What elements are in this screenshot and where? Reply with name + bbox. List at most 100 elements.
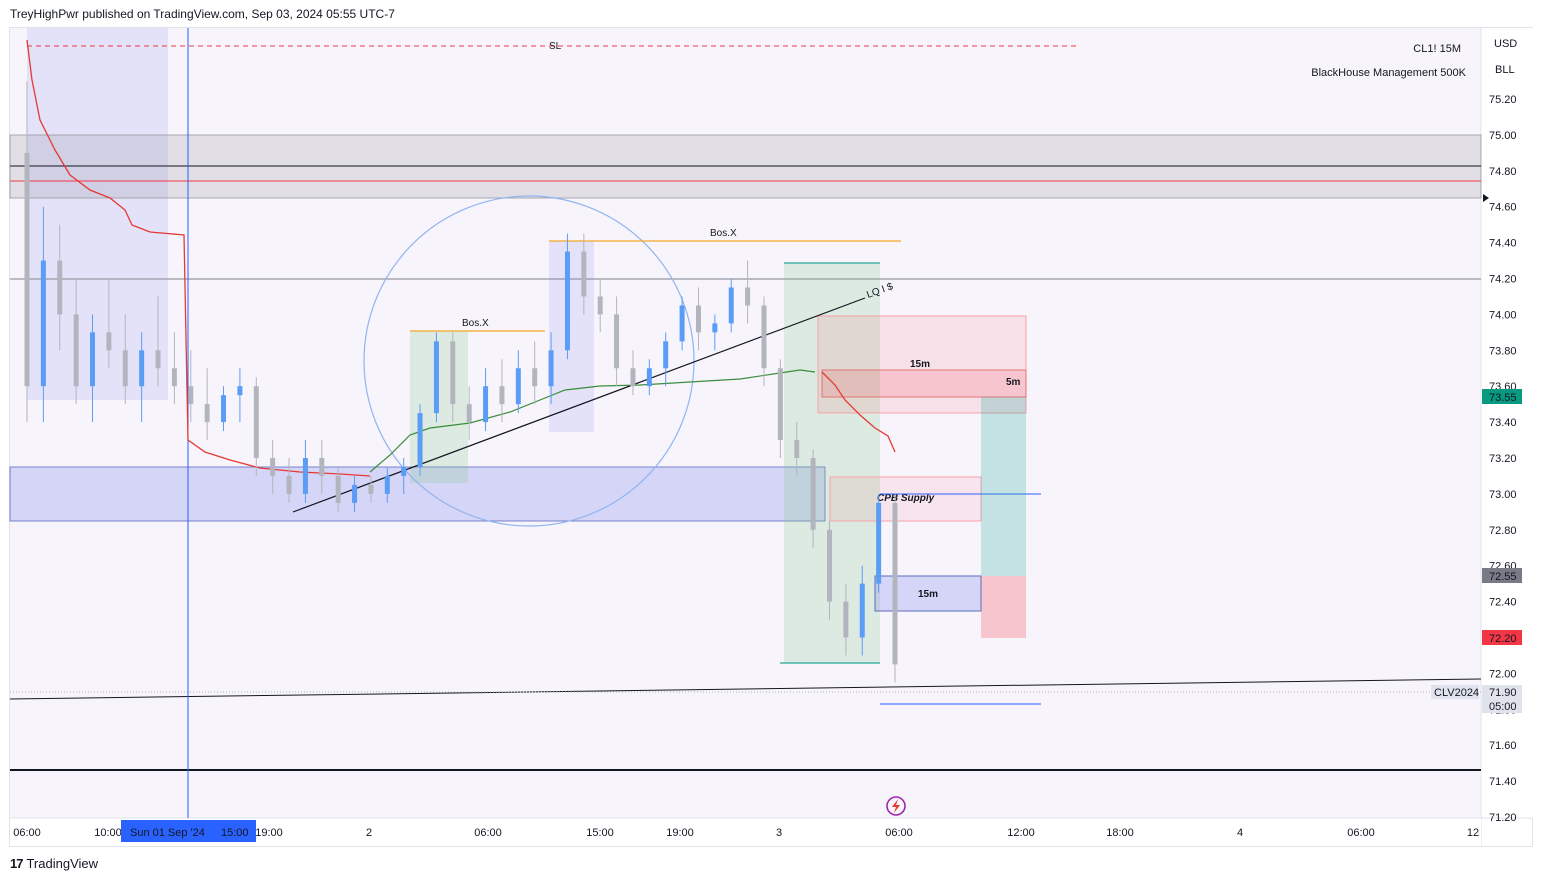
candle [433, 332, 439, 423]
candle [499, 359, 505, 423]
time-tick-label: 4 [1237, 827, 1243, 839]
time-tick-label: 19:00 [666, 827, 694, 839]
ma-green-line [369, 369, 816, 473]
price-badge-current: 73.55 [1482, 389, 1522, 404]
candle [826, 520, 832, 620]
price-badge-gray: 72.55 [1482, 568, 1522, 583]
candle [417, 404, 423, 476]
currency-label[interactable]: USD [1494, 38, 1517, 50]
candle [40, 206, 46, 423]
price-badge-last-text: 71.90 [1489, 687, 1517, 699]
candle [286, 458, 292, 503]
price-badge-last: CLV2024 71.90 05:00 [1431, 685, 1522, 713]
candle [581, 233, 587, 315]
price-tick-label: 72.00 [1489, 668, 1517, 680]
contract-label: CLV2024 [1434, 687, 1479, 699]
time-tick-label: 06:00 [13, 827, 41, 839]
price-tick-label: 74.80 [1489, 166, 1517, 178]
price-badge-red-text: 72.20 [1489, 633, 1517, 645]
candle [564, 233, 570, 360]
candle [597, 278, 603, 333]
price-tick-label: 74.60 [1489, 202, 1517, 214]
candle [270, 440, 276, 494]
price-badge-gray-text: 72.55 [1489, 571, 1517, 583]
candle [876, 493, 882, 593]
candle [302, 440, 308, 503]
price-tick-label: 72.80 [1489, 525, 1517, 537]
lightning-icon[interactable] [886, 796, 906, 816]
candle [73, 278, 79, 405]
candle [319, 440, 325, 494]
footer-brand: TradingView [26, 856, 99, 871]
candle [24, 81, 30, 423]
candle [204, 368, 210, 441]
left-session-shade [27, 28, 168, 400]
price-tick-label: 73.20 [1489, 453, 1517, 465]
candle [777, 359, 783, 458]
candle [90, 314, 96, 423]
blue-demand-zone [9, 466, 826, 522]
candle [728, 278, 734, 333]
candle [466, 386, 472, 441]
footer[interactable]: 17 TradingView [10, 856, 98, 871]
price-badge-time-text: 05:00 [1489, 701, 1517, 713]
candle [892, 493, 898, 683]
rising-trendline [9, 678, 1482, 700]
candle [695, 287, 701, 351]
candle [237, 368, 243, 423]
price-badge-red: 72.20 [1482, 630, 1522, 645]
candle [761, 296, 767, 387]
candle [188, 350, 194, 423]
candle [646, 359, 652, 396]
demand-zone-15m-label: 15m [918, 589, 938, 600]
candle [614, 296, 620, 387]
candle [106, 278, 112, 369]
candle [253, 377, 259, 476]
crosshair-time-text: 15:00 [221, 827, 249, 839]
price-tick-label: 73.40 [1489, 417, 1517, 429]
unit-label[interactable]: BLL [1495, 64, 1515, 76]
time-tick-label: 2 [366, 827, 372, 839]
candle [712, 314, 718, 351]
price-tick-label: 74.40 [1489, 238, 1517, 250]
price-tick-label: 75.00 [1489, 130, 1517, 142]
candle [368, 475, 374, 503]
candle [532, 341, 538, 405]
candle [843, 583, 849, 656]
time-tick-label: 06:00 [474, 827, 502, 839]
candle [352, 475, 358, 512]
candle [810, 449, 816, 548]
candle [663, 332, 669, 387]
candle [401, 458, 407, 494]
candle [859, 565, 865, 656]
price-tick-label: 72.40 [1489, 597, 1517, 609]
candle [139, 332, 145, 423]
bos-label-2: Bos.X [710, 228, 737, 239]
price-tick-label: 74.20 [1489, 274, 1517, 286]
candle [679, 296, 685, 351]
vwap-red-line [26, 39, 371, 477]
time-axis-ticks: 06:00 10:00 19:00 2 06:00 15:00 19:00 3 06:00 12:… [13, 827, 1479, 839]
supply-zone-5m [821, 369, 1027, 398]
swing-box-2 [549, 241, 594, 432]
time-tick-label: 12:00 [1007, 827, 1035, 839]
legend-account[interactable]: BlackHouse Management 500K [1311, 67, 1466, 79]
candle [515, 350, 521, 414]
time-tick-label: 06:00 [885, 827, 913, 839]
time-tick-label: 3 [776, 827, 782, 839]
candle [450, 332, 456, 423]
supply-zone-15m-label: 15m [910, 359, 930, 370]
time-tick-label: 06:00 [1347, 827, 1375, 839]
candle [335, 466, 341, 512]
time-tick-label: 18:00 [1106, 827, 1134, 839]
price-badge-current-text: 73.55 [1489, 392, 1517, 404]
legend-symbol[interactable]: CL1! 15M [1413, 43, 1461, 55]
candle [630, 350, 636, 396]
candle [483, 368, 489, 432]
tradingview-logo-icon: 17 [10, 856, 24, 871]
candle [745, 260, 751, 324]
price-tick-label: 73.80 [1489, 345, 1517, 357]
price-tick-label: 74.00 [1489, 309, 1517, 321]
time-tick-label: 15:00 [586, 827, 614, 839]
